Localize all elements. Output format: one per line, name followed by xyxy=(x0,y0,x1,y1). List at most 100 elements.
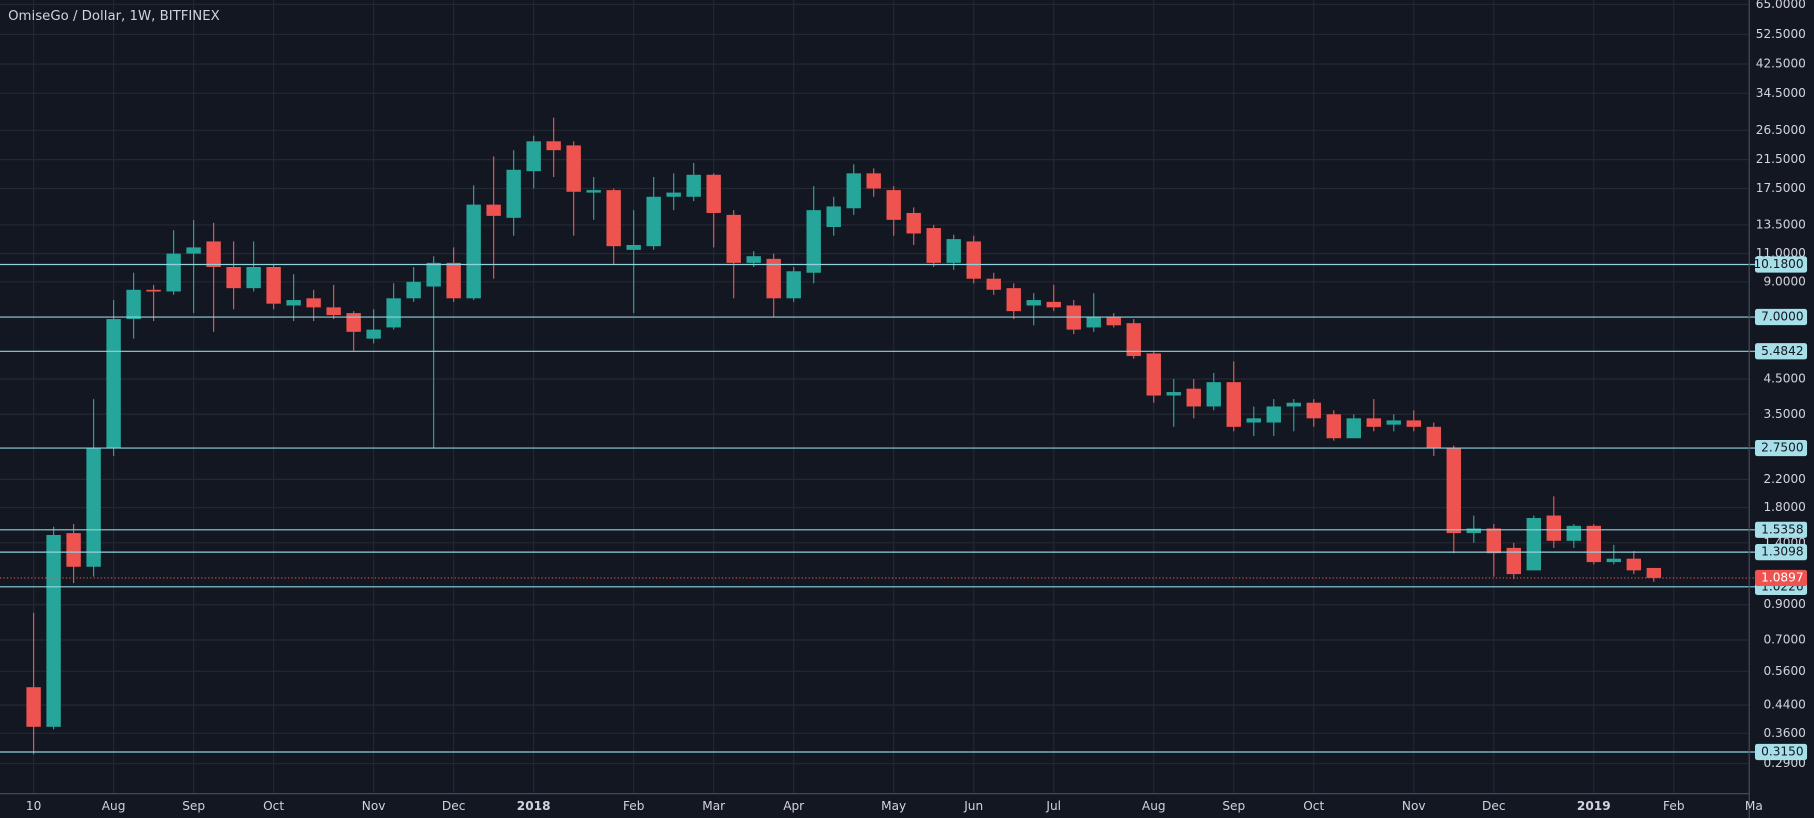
price-label-box xyxy=(1754,439,1808,457)
candle-body xyxy=(886,190,901,220)
candle-body xyxy=(186,247,201,254)
candle-body xyxy=(1466,528,1481,534)
candle-body xyxy=(646,196,661,247)
x-tick-label: Nov xyxy=(362,799,386,813)
candle-body xyxy=(1026,300,1041,306)
x-tick-label: Aug xyxy=(102,799,126,813)
price-label: 1.5358 xyxy=(1761,522,1803,536)
x-tick-label: Nov xyxy=(1402,799,1426,813)
last-price-box xyxy=(1754,569,1808,587)
candle-body xyxy=(546,141,561,151)
candle-body xyxy=(466,204,481,299)
price-label-box xyxy=(1754,308,1808,326)
y-tick-label: 0.9000 xyxy=(1763,597,1805,611)
candle-body xyxy=(486,204,501,216)
plot xyxy=(0,117,1755,755)
price-label-box xyxy=(1754,521,1808,538)
price-label-box xyxy=(1754,743,1808,761)
x-tick-label: Feb xyxy=(1663,799,1685,813)
candle-body xyxy=(286,300,301,306)
candle-body xyxy=(1446,448,1461,534)
candle-body xyxy=(1006,288,1021,312)
x-tick-label: May xyxy=(881,799,906,813)
candle-body xyxy=(666,192,681,197)
y-tick-label: 0.4400 xyxy=(1763,698,1805,712)
y-tick-label: 34.5000 xyxy=(1756,86,1806,100)
candle-body xyxy=(1286,402,1301,407)
candle-body xyxy=(946,239,961,263)
candle-body xyxy=(1326,414,1341,439)
candle-body xyxy=(1146,353,1161,396)
x-tick-label: Aug xyxy=(1142,799,1166,813)
candle-body xyxy=(1306,402,1321,419)
candle-body xyxy=(1226,382,1241,427)
y-tick-label: 42.5000 xyxy=(1756,57,1806,71)
candle-body xyxy=(1606,558,1621,563)
x-tick-label: Sep xyxy=(1222,799,1245,813)
candle-body xyxy=(1266,406,1281,423)
candle-body xyxy=(1546,515,1561,541)
candle-body xyxy=(1126,323,1141,357)
candle-body xyxy=(146,289,161,292)
candle-body xyxy=(226,267,241,289)
price-label-box xyxy=(1754,343,1808,360)
price-label: 1.3098 xyxy=(1761,545,1803,559)
candle-body xyxy=(786,271,801,299)
candle-body xyxy=(926,228,941,263)
x-tick-label: Jul xyxy=(1045,799,1061,813)
candle-body xyxy=(726,214,741,263)
candle-body xyxy=(326,307,341,316)
candle-body xyxy=(346,313,361,332)
candle-body xyxy=(206,241,221,268)
x-tick-label: 10 xyxy=(26,799,41,813)
x-tick-label: 2019 xyxy=(1577,799,1611,813)
candle-body xyxy=(1406,420,1421,427)
candle-body xyxy=(1166,392,1181,396)
candle-body xyxy=(506,169,521,218)
axes: 65.0000 52.5000 42.5000 34.5000 26.5000 21.50… xyxy=(26,0,1808,813)
price-label: 7.0000 xyxy=(1761,310,1803,324)
y-tick-label: 1.8000 xyxy=(1763,500,1805,514)
candle-body xyxy=(1566,525,1581,541)
candle-body xyxy=(306,298,321,308)
candle-body xyxy=(1106,317,1121,326)
candle-body xyxy=(1346,418,1361,439)
candle-body xyxy=(106,319,121,449)
candle-body xyxy=(806,210,821,273)
x-tick-label: Feb xyxy=(623,799,645,813)
candle-body xyxy=(526,141,541,172)
candle-body xyxy=(1426,426,1441,449)
candle-body xyxy=(986,278,1001,290)
candle-body xyxy=(746,256,761,263)
x-tick-label: Dec xyxy=(1482,799,1505,813)
candle-body xyxy=(426,262,441,287)
candle-body xyxy=(626,244,641,250)
x-tick-label: Oct xyxy=(1303,799,1324,813)
candle-body xyxy=(126,289,141,320)
candle-body xyxy=(1486,528,1501,554)
candle-body xyxy=(1506,547,1521,575)
x-tick-label: Oct xyxy=(263,799,284,813)
candle-body xyxy=(386,298,401,328)
price-label: 10.1800 xyxy=(1753,257,1803,271)
price-label: 5.4842 xyxy=(1761,344,1803,358)
candle-body xyxy=(406,281,421,299)
candle-body xyxy=(1206,382,1221,407)
y-tick-label: 65.0000 xyxy=(1756,0,1806,11)
x-tick-label: Sep xyxy=(182,799,205,813)
price-label: 2.7500 xyxy=(1761,441,1803,455)
candle-body xyxy=(1626,558,1642,571)
price-label: 0.3150 xyxy=(1761,745,1803,759)
y-tick-label: 17.5000 xyxy=(1756,181,1806,195)
candle-body xyxy=(1046,301,1061,308)
candle-body xyxy=(966,241,981,279)
candle-body xyxy=(266,267,281,304)
x-tick-label: Jun xyxy=(963,799,983,813)
candle-body xyxy=(906,212,921,234)
x-tick-label: Dec xyxy=(442,799,465,813)
y-tick-label: 0.5600 xyxy=(1763,664,1805,678)
candle-body xyxy=(86,448,101,567)
candle-body xyxy=(1366,418,1381,427)
